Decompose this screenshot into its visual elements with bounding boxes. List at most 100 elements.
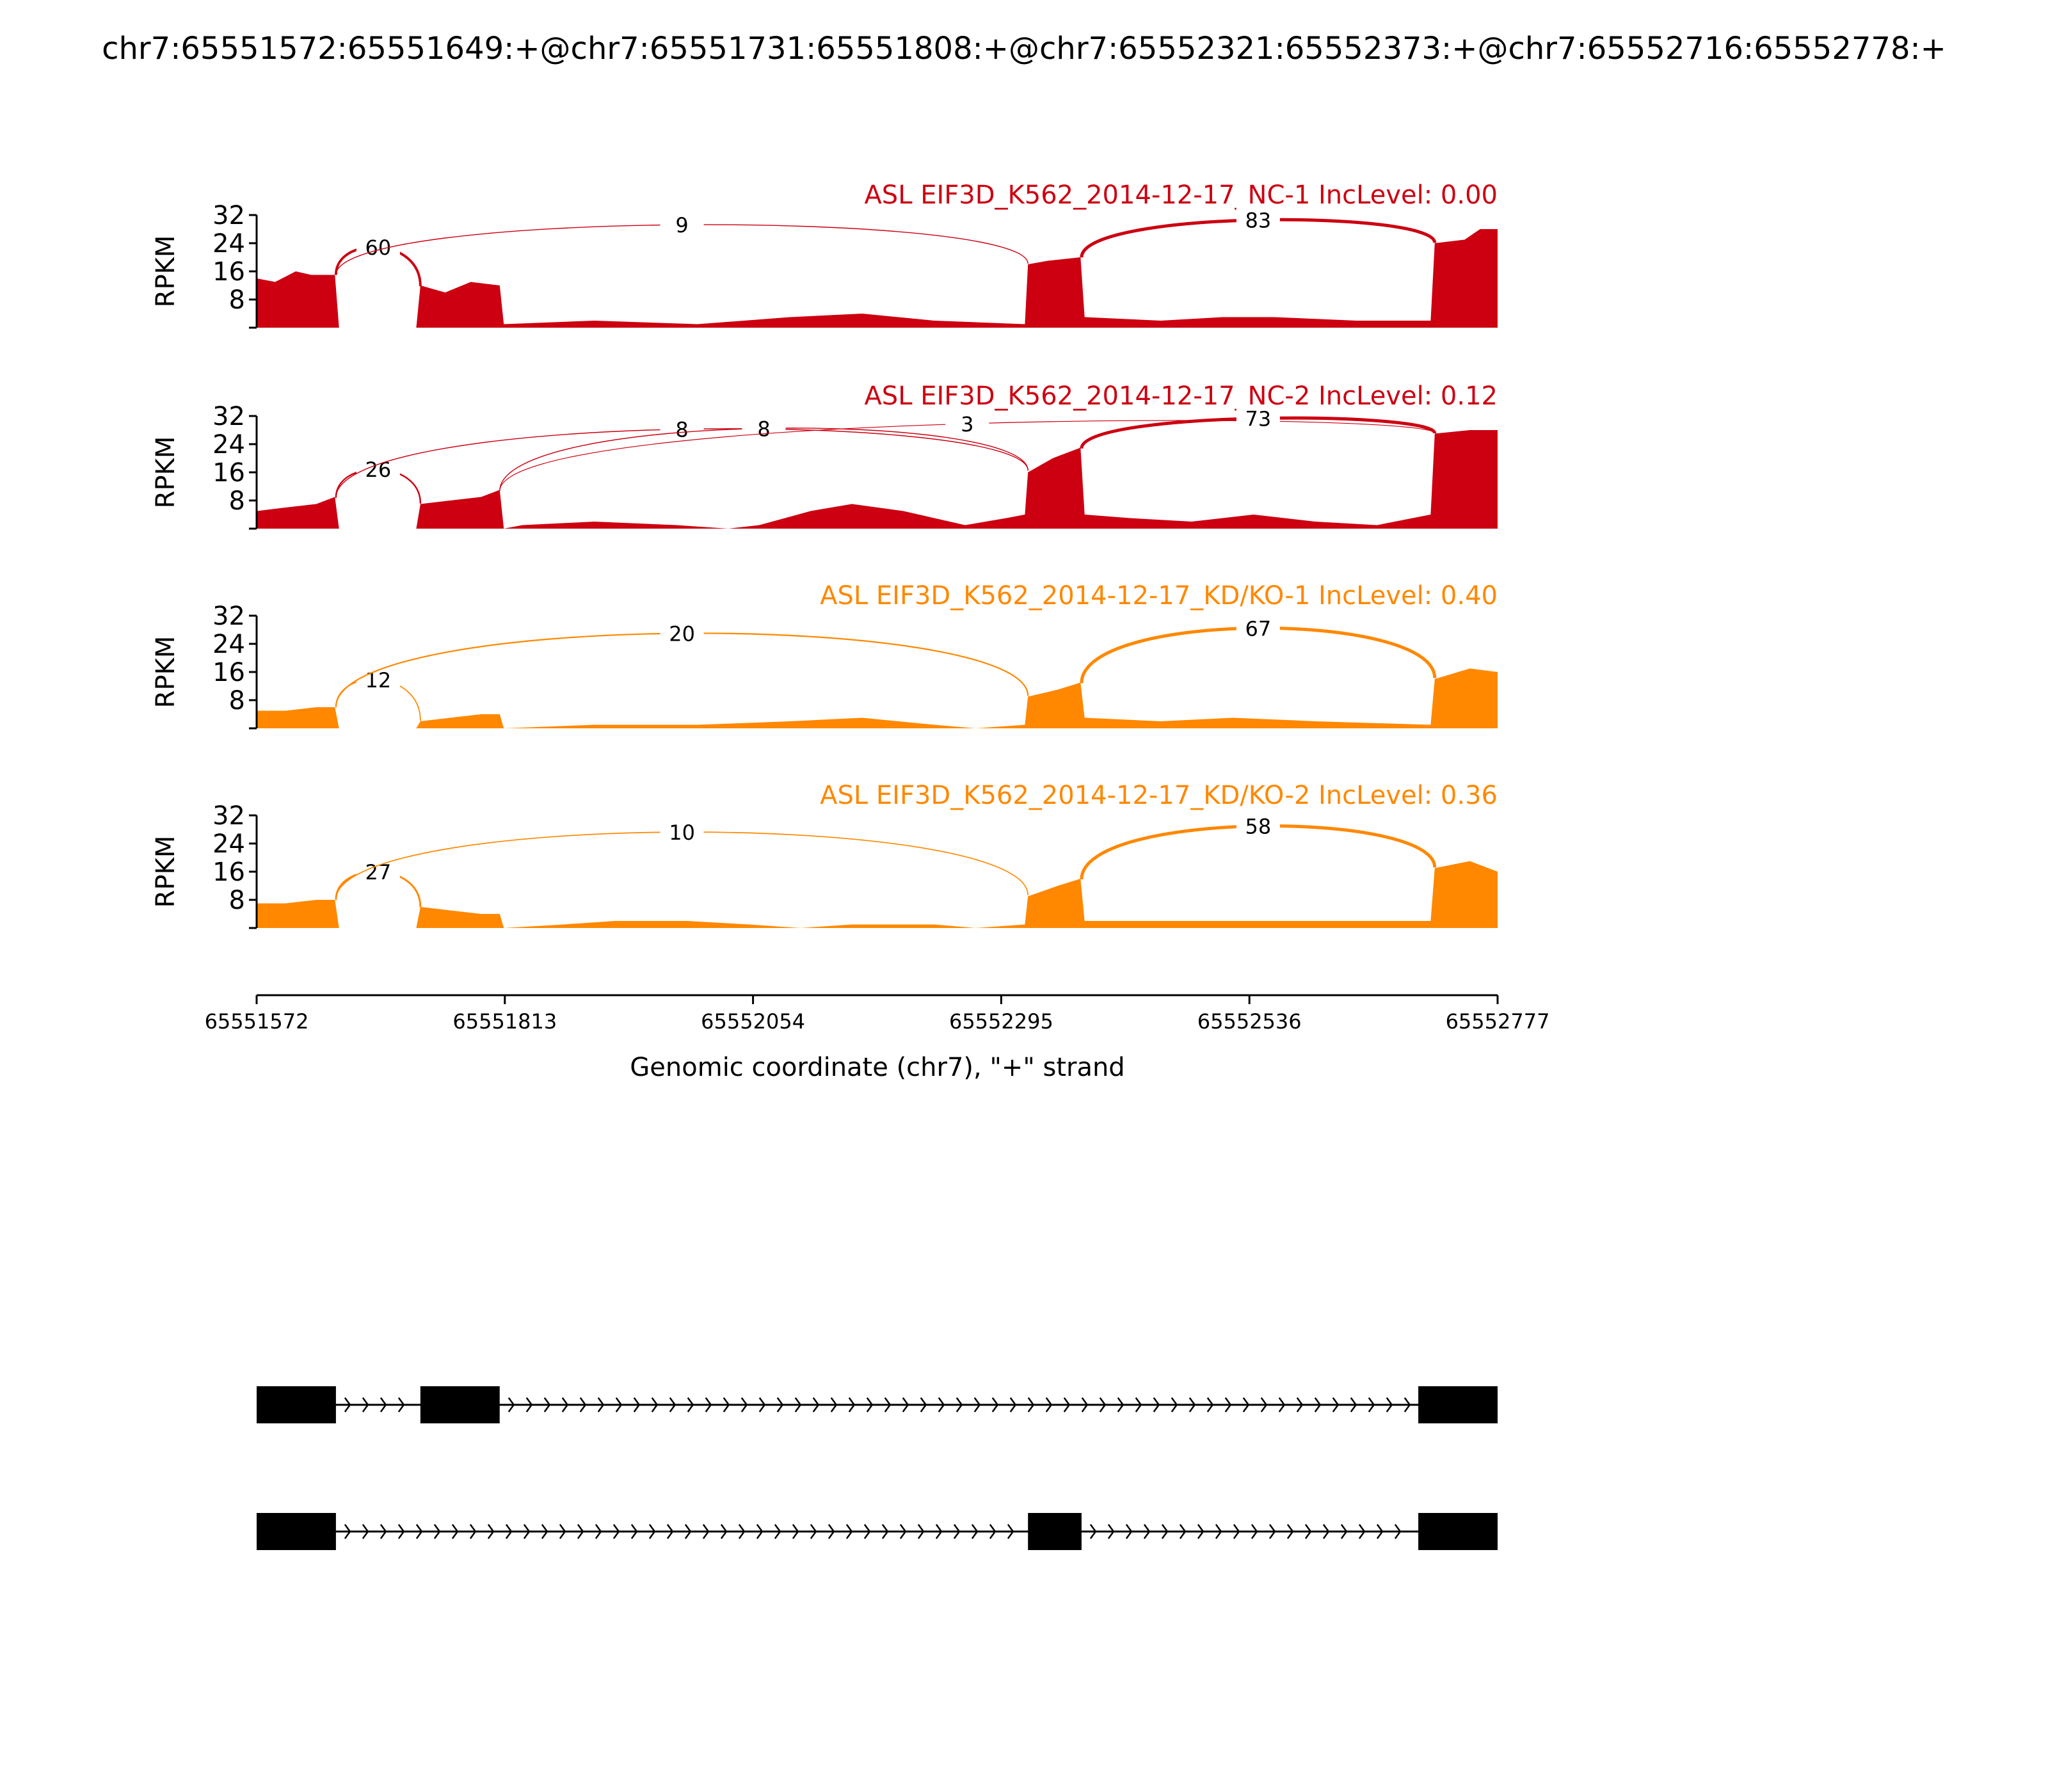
strand-arrow xyxy=(1206,1397,1214,1412)
x-tick-label: 65552777 xyxy=(1446,1009,1550,1034)
junction-count: 20 xyxy=(669,622,695,646)
strand-arrow xyxy=(1358,1524,1366,1539)
sample-label: ASL EIF3D_K562_2014-12-17_NC-2 IncLevel:… xyxy=(864,381,1498,411)
strand-arrow xyxy=(648,1524,656,1539)
strand-arrow xyxy=(973,1397,981,1412)
sample-label: ASL EIF3D_K562_2014-12-17_KD/KO-1 IncLev… xyxy=(820,581,1498,611)
junction-label-bg xyxy=(1236,405,1280,431)
junction-label-bg xyxy=(660,620,704,646)
x-tick-label: 65552054 xyxy=(701,1009,805,1034)
strand-arrow xyxy=(1260,1397,1268,1412)
x-axis: 65551572 65551813 65552054 65552295 65552536… xyxy=(205,994,1550,1034)
strand-arrow xyxy=(1278,1397,1286,1412)
strand-arrow xyxy=(1404,1397,1411,1412)
junction-label-bg xyxy=(356,234,400,260)
junction-label-bg xyxy=(660,819,704,845)
strand-arrow xyxy=(991,1397,999,1412)
strand-arrow xyxy=(989,1524,996,1539)
junction-label-bg xyxy=(1236,615,1280,641)
strand-arrow xyxy=(1322,1524,1330,1539)
y-tick-label: 24 xyxy=(212,229,245,259)
sample-label: ASL EIF3D_K562_2014-12-17_KD/KO-2 IncLev… xyxy=(820,781,1498,810)
strand-arrow xyxy=(561,1397,569,1412)
y-tick-label: 24 xyxy=(212,630,245,659)
y-tick-label: 16 xyxy=(212,257,245,287)
strand-arrow xyxy=(579,1397,587,1412)
strand-arrow xyxy=(774,1524,781,1539)
strand-arrow xyxy=(1161,1524,1169,1539)
strand-arrow xyxy=(810,1524,817,1539)
sample-label: ASL EIF3D_K562_2014-12-17_NC-1 IncLevel:… xyxy=(864,180,1498,210)
strand-arrow xyxy=(1099,1397,1107,1412)
strand-arrow xyxy=(1394,1524,1402,1539)
strand-arrow xyxy=(917,1524,925,1539)
strand-arrow xyxy=(1224,1397,1232,1412)
junction-label-bg xyxy=(356,667,400,693)
x-tick-label: 65552536 xyxy=(1197,1009,1302,1034)
strand-arrow xyxy=(380,1524,387,1539)
isoform-track xyxy=(257,1386,1498,1550)
strand-arrow xyxy=(794,1397,802,1412)
strand-arrow xyxy=(1063,1397,1071,1412)
strand-arrow xyxy=(595,1524,602,1539)
strand-arrow xyxy=(666,1524,674,1539)
y-tick-label: 16 xyxy=(212,458,245,488)
strand-arrow xyxy=(630,1524,638,1539)
figure-title: chr7:65551572:65551649:+@chr7:65551731:6… xyxy=(102,31,1946,67)
junction-count: 27 xyxy=(365,860,392,884)
isoform-model xyxy=(257,1386,1498,1423)
strand-arrow xyxy=(792,1524,799,1539)
strand-arrow xyxy=(902,1397,909,1412)
junction-count: 8 xyxy=(675,418,688,442)
strand-arrow xyxy=(845,1524,853,1539)
strand-arrow xyxy=(508,1397,515,1412)
strand-arrow xyxy=(938,1397,945,1412)
strand-arrow xyxy=(723,1397,730,1412)
junction-label-bg xyxy=(1236,813,1280,839)
exon-box xyxy=(1418,1386,1498,1423)
strand-arrow xyxy=(884,1397,892,1412)
strand-arrow xyxy=(487,1524,495,1539)
x-tick-label: 65551572 xyxy=(205,1009,309,1034)
strand-arrow xyxy=(525,1397,533,1412)
strand-arrow xyxy=(866,1397,874,1412)
strand-arrow xyxy=(828,1524,835,1539)
strand-arrow xyxy=(1197,1524,1204,1539)
junction-label-bg xyxy=(356,456,400,483)
strand-arrow xyxy=(1304,1524,1312,1539)
strand-arrow xyxy=(971,1524,979,1539)
strand-arrow xyxy=(1027,1397,1035,1412)
y-axis-label: RPKM xyxy=(151,836,180,908)
junction-count: 9 xyxy=(675,213,688,237)
strand-arrow xyxy=(615,1397,623,1412)
coverage-area xyxy=(257,861,1498,928)
strand-arrow xyxy=(1268,1524,1276,1539)
strand-arrow xyxy=(935,1524,943,1539)
strand-arrow xyxy=(899,1524,907,1539)
strand-arrow xyxy=(1107,1524,1115,1539)
strand-arrow xyxy=(684,1524,692,1539)
strand-arrow xyxy=(451,1524,459,1539)
exon-box xyxy=(1418,1513,1498,1550)
strand-arrow xyxy=(362,1397,369,1412)
strand-arrow xyxy=(920,1397,927,1412)
strand-arrow xyxy=(1153,1397,1160,1412)
junction-count: 12 xyxy=(365,668,392,692)
strand-arrow xyxy=(362,1524,369,1539)
junction-count: 73 xyxy=(1245,407,1272,431)
junction-count: 83 xyxy=(1245,209,1272,233)
x-axis-label: Genomic coordinate (chr7), "+" strand xyxy=(630,1053,1124,1082)
junction-count: 10 xyxy=(669,820,695,845)
strand-arrow xyxy=(702,1524,710,1539)
strand-arrow xyxy=(433,1524,441,1539)
isoform-model xyxy=(257,1513,1498,1550)
strand-arrow xyxy=(344,1397,351,1412)
y-tick-label: 32 xyxy=(212,602,245,631)
strand-arrow xyxy=(1242,1397,1250,1412)
strand-arrow xyxy=(469,1524,477,1539)
strand-arrow xyxy=(1045,1397,1053,1412)
